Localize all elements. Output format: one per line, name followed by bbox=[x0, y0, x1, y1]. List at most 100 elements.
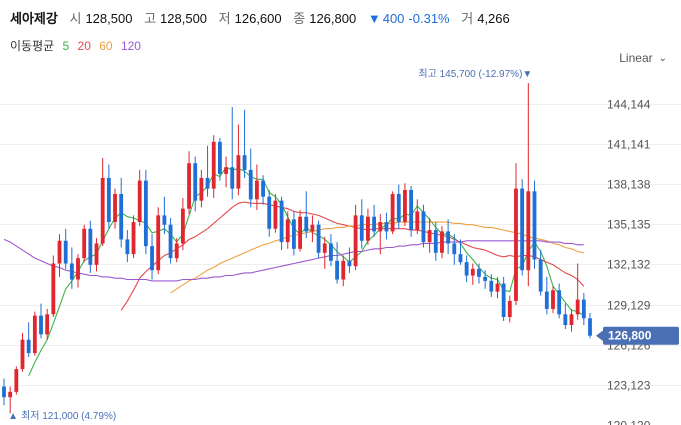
candle bbox=[156, 207, 161, 275]
candle-body bbox=[100, 177, 105, 244]
open-label: 시 bbox=[69, 11, 82, 26]
candle-body bbox=[174, 243, 179, 259]
candle bbox=[113, 188, 117, 229]
candle-body bbox=[514, 188, 518, 301]
ma-legend-5[interactable]: 5 bbox=[62, 39, 70, 53]
current-price-label: 126,800 bbox=[608, 329, 652, 343]
candle-body bbox=[242, 155, 247, 170]
candle-body bbox=[366, 216, 370, 241]
candle-body bbox=[304, 216, 309, 232]
candle bbox=[403, 183, 407, 227]
candle bbox=[483, 270, 488, 289]
candle bbox=[470, 263, 475, 285]
candle bbox=[119, 177, 124, 248]
candle bbox=[304, 191, 309, 239]
candle bbox=[588, 312, 592, 339]
current-price-pointer bbox=[596, 329, 604, 342]
candle-body bbox=[88, 228, 93, 265]
candle bbox=[39, 303, 43, 339]
candle-body bbox=[421, 211, 426, 243]
chart-grid bbox=[0, 104, 681, 386]
candle bbox=[433, 222, 438, 261]
candle bbox=[125, 230, 130, 263]
close-label: 종 bbox=[293, 11, 306, 26]
candle-body bbox=[39, 315, 43, 335]
moving-average-lines bbox=[3, 166, 585, 377]
candle-body bbox=[267, 196, 272, 229]
candle-body bbox=[150, 246, 154, 271]
candle-body bbox=[199, 177, 204, 201]
ma-legend-60[interactable]: 60 bbox=[99, 39, 113, 53]
candle bbox=[174, 238, 179, 263]
candle-body bbox=[261, 180, 265, 197]
candle bbox=[446, 219, 451, 255]
current-price-box bbox=[603, 326, 679, 345]
candle bbox=[242, 109, 247, 178]
candle-body bbox=[347, 260, 352, 267]
candle-body bbox=[2, 386, 6, 398]
candle-body bbox=[168, 224, 173, 259]
y-tick-label: 141,141 bbox=[607, 138, 651, 152]
candle-body bbox=[446, 231, 451, 244]
candles bbox=[2, 83, 592, 414]
change-value: 400 bbox=[382, 11, 405, 26]
candle-body bbox=[82, 228, 87, 259]
ma-legend-20[interactable]: 20 bbox=[77, 39, 91, 53]
y-tick-label: 138,138 bbox=[607, 178, 651, 192]
candle bbox=[366, 208, 370, 245]
candle bbox=[230, 107, 235, 200]
ma-legend-120[interactable]: 120 bbox=[120, 39, 141, 53]
candle-body bbox=[69, 263, 74, 280]
candle bbox=[8, 386, 13, 414]
candle bbox=[292, 211, 296, 256]
candle bbox=[94, 238, 99, 272]
candle-body bbox=[532, 191, 537, 260]
candle-body bbox=[162, 215, 167, 225]
candle-body bbox=[433, 230, 438, 253]
min-price-annotation: ▲ 최저 121,000 (4.79%) bbox=[8, 410, 116, 422]
candle bbox=[131, 215, 136, 259]
candle bbox=[273, 193, 278, 233]
candle bbox=[532, 180, 537, 269]
candle bbox=[538, 250, 543, 296]
y-axis-ticks: 144,144 141,141 138,138 135,135 132,132 129,1… bbox=[607, 98, 651, 425]
candle bbox=[45, 308, 50, 340]
candle-body bbox=[26, 339, 31, 354]
ohlc-summary: 세아제강 시 128,500 고 128,500 저 126,600 종 126,800… bbox=[10, 8, 518, 27]
candle-body bbox=[544, 291, 549, 309]
y-tick-label: 123,123 bbox=[607, 379, 651, 393]
candle-body bbox=[359, 215, 364, 241]
candle bbox=[581, 292, 586, 325]
candle bbox=[150, 234, 154, 280]
y-tick-label: 129,129 bbox=[607, 299, 651, 313]
candle bbox=[347, 247, 352, 273]
high-value: 128,500 bbox=[160, 11, 208, 26]
candle-body bbox=[119, 193, 124, 240]
candle-body bbox=[14, 369, 19, 392]
candle bbox=[236, 124, 241, 196]
ma-legend-title: 이동평균 bbox=[10, 39, 55, 53]
extreme-annotations: 최고 145,700 (-12.97%)▼ ▲ 최저 121,000 (4.79%… bbox=[8, 68, 532, 422]
ma-line-20 bbox=[120, 201, 585, 311]
candle-body bbox=[8, 391, 13, 398]
candle bbox=[415, 199, 420, 235]
candle-body bbox=[489, 280, 494, 292]
stock-name: 세아제강 bbox=[10, 11, 58, 26]
candle bbox=[489, 274, 494, 297]
scale-selector[interactable]: Linear ⌄ bbox=[619, 51, 667, 65]
candle bbox=[248, 148, 253, 208]
candle bbox=[569, 308, 574, 332]
candle bbox=[261, 175, 265, 205]
candle-body bbox=[477, 268, 481, 277]
candle-body bbox=[20, 339, 25, 370]
candle bbox=[563, 303, 568, 330]
y-tick-label: 120,120 bbox=[607, 419, 651, 425]
min-annotation-text: 최저 121,000 (4.79%) bbox=[21, 410, 116, 422]
candle bbox=[396, 184, 401, 229]
candle bbox=[551, 286, 555, 313]
y-tick-label: 132,132 bbox=[607, 258, 651, 272]
candle-body bbox=[137, 180, 142, 223]
candle-body bbox=[63, 240, 68, 264]
candle bbox=[501, 276, 506, 321]
